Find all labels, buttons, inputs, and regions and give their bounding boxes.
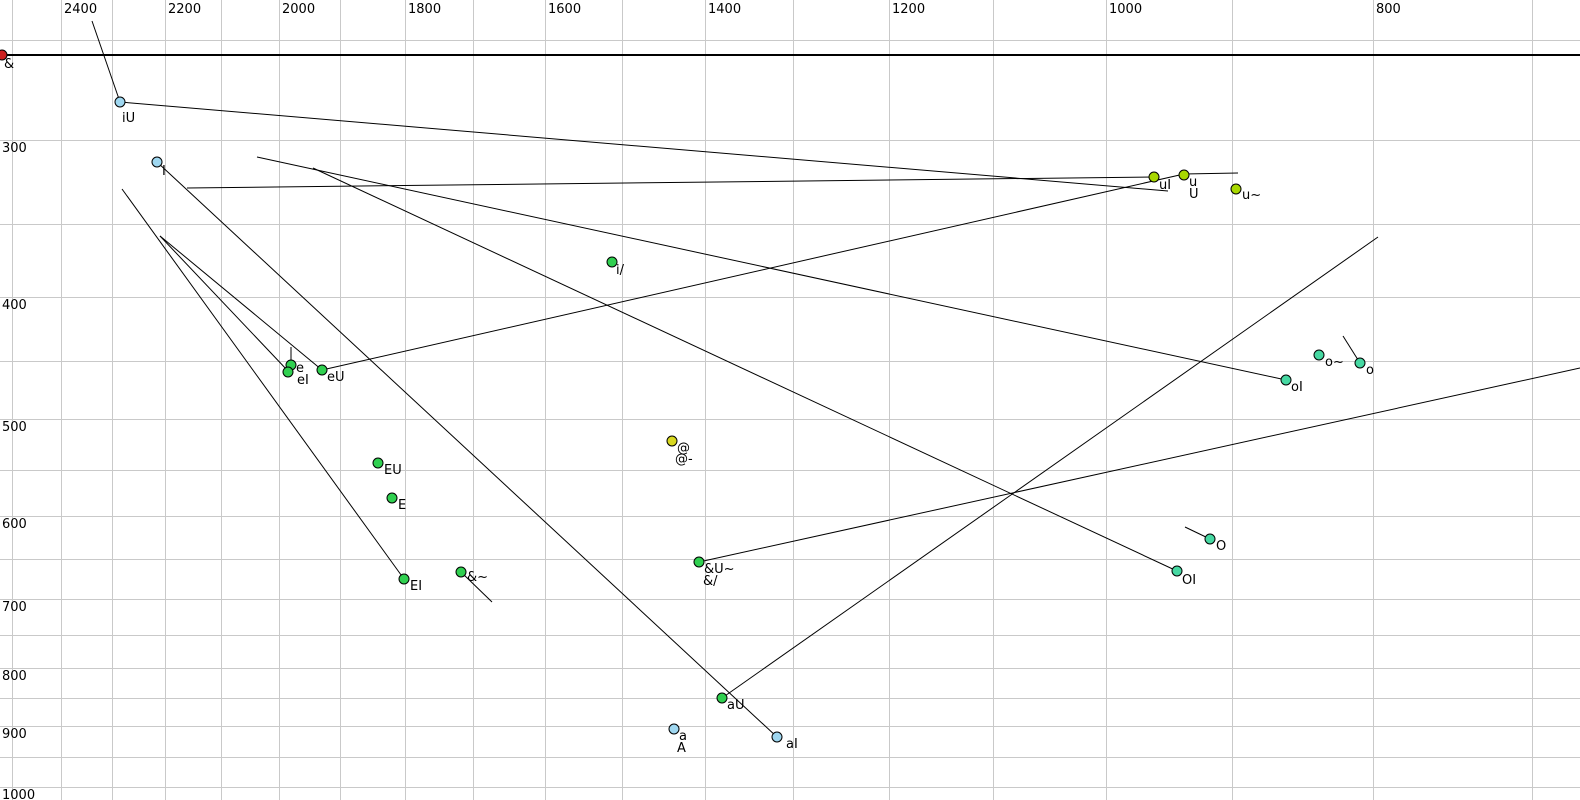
y-axis-tick-label: 300 [2, 141, 27, 156]
vowel-label-&U~: &U~ [704, 562, 735, 577]
line-u-flat [1183, 172, 1239, 175]
y-axis-tick-label: 700 [2, 600, 27, 615]
vowel-label-u~: u~ [1242, 188, 1261, 203]
vowel-label-E: E [398, 498, 406, 513]
vowel-point-u/U [1178, 169, 1190, 181]
x-axis-tick-label: 1800 [408, 2, 441, 17]
vowel-label-EU: EU [384, 463, 402, 478]
vowel-label-e: e [296, 361, 304, 376]
vowel-label-uI: uI [1159, 178, 1171, 193]
line-&U~-long [698, 367, 1580, 563]
line-iU-long [119, 101, 1169, 192]
vowel-label-aI: aI [786, 737, 798, 752]
vowel-label-a: a [679, 729, 687, 744]
trajectory-lines [2, 20, 1580, 738]
vowel-point-i/ [606, 256, 618, 268]
vowel-label-@: @ [677, 441, 690, 456]
line-into-iU [91, 20, 121, 103]
vowel-label-eI: eI [297, 373, 309, 388]
vowel-label-&/: &/ [703, 574, 718, 589]
x-axis-tick-label: 1400 [708, 2, 741, 17]
vowel-label-oI: oI [1291, 380, 1303, 395]
vowel-label-O: O [1216, 539, 1226, 554]
vowel-point-u~ [1230, 183, 1242, 195]
vowel-label-EI: EI [410, 579, 422, 594]
x-axis-tick-label: 2000 [282, 2, 315, 17]
x-axis-tick-label: 2400 [64, 2, 97, 17]
vowel-point-uI [1148, 171, 1160, 183]
line-&~-stub [460, 571, 493, 603]
vowel-label-iU: iU [122, 111, 135, 126]
line-eI [159, 235, 289, 372]
line-I-aU-aI [156, 161, 778, 738]
vowel-point-EU [372, 457, 384, 469]
vowel-label-o~: o~ [1325, 355, 1344, 370]
x-axis-tick-label: 1600 [548, 2, 581, 17]
line-uI-long [186, 176, 1155, 189]
vowel-point-eI [282, 366, 294, 378]
vowel-point-a/A [668, 723, 680, 735]
vowel-point-labels: & iU IuI uU u~ i/eeI eU EU E EI &~ @@- &U~&/ aU aA aI o~… [4, 57, 1374, 756]
vowel-label-OI: OI [1182, 573, 1196, 588]
vowel-label-u: u [1189, 175, 1197, 190]
vowel-label-aU: aU [727, 698, 744, 713]
y-axis-tick-label: 400 [2, 298, 27, 313]
vowel-point-OI [1171, 565, 1183, 577]
line-eU-out [321, 173, 1185, 371]
y-axis-tick-label: 600 [2, 517, 27, 532]
vowel-label-I: I [162, 164, 166, 179]
vowel-point-&U~/&/ [693, 556, 705, 568]
vowel-point-aU [716, 692, 728, 704]
line-eU-in [159, 235, 323, 371]
vowel-point-o~ [1313, 349, 1325, 361]
vowel-point-aI [771, 731, 783, 743]
vowel-point-iU [114, 96, 126, 108]
vowel-point-O [1204, 533, 1216, 545]
vowel-point-oI [1280, 374, 1292, 386]
vowel-label-A: A [677, 741, 686, 756]
x-axis-tick-label: 800 [1376, 2, 1401, 17]
vowel-label-&~: &~ [467, 570, 488, 585]
line-EI [121, 188, 405, 580]
y-axis-tick-label: 900 [2, 727, 27, 742]
y-axis-tick-label: 1000 [2, 788, 35, 800]
vowel-label-U: U [1189, 187, 1199, 202]
axis-tick-labels: 2400 2200 2000 1800 1600 1400 1200 1000 800 300 40… [2, 2, 1401, 800]
vowel-point-&~ [455, 566, 467, 578]
vowel-point-EI [398, 573, 410, 585]
line-aU-out [721, 236, 1379, 699]
vowel-points [0, 49, 1366, 743]
vowel-label-@-: @- [675, 452, 693, 467]
x-axis-tick-label: 1200 [892, 2, 925, 17]
x-axis-tick-label: 1000 [1109, 2, 1142, 17]
vowel-label-i/: i/ [616, 263, 625, 278]
y-axis-tick-label: 500 [2, 420, 27, 435]
vowel-label-o: o [1366, 363, 1374, 378]
vowel-point-E [386, 492, 398, 504]
x-axis-tick-label: 2200 [168, 2, 201, 17]
y-axis-tick-label: 800 [2, 669, 27, 684]
vowel-label-eU: eU [327, 370, 345, 385]
line-oI-long [256, 156, 1287, 381]
vowel-point-I [151, 156, 163, 168]
vowel-point-@/@- [666, 435, 678, 447]
vowel-point-o [1354, 357, 1366, 369]
vowel-point-eU [316, 364, 328, 376]
line-OI-long [312, 167, 1178, 572]
vowel-point-& [0, 49, 8, 61]
vowel-label-&: & [4, 57, 14, 72]
